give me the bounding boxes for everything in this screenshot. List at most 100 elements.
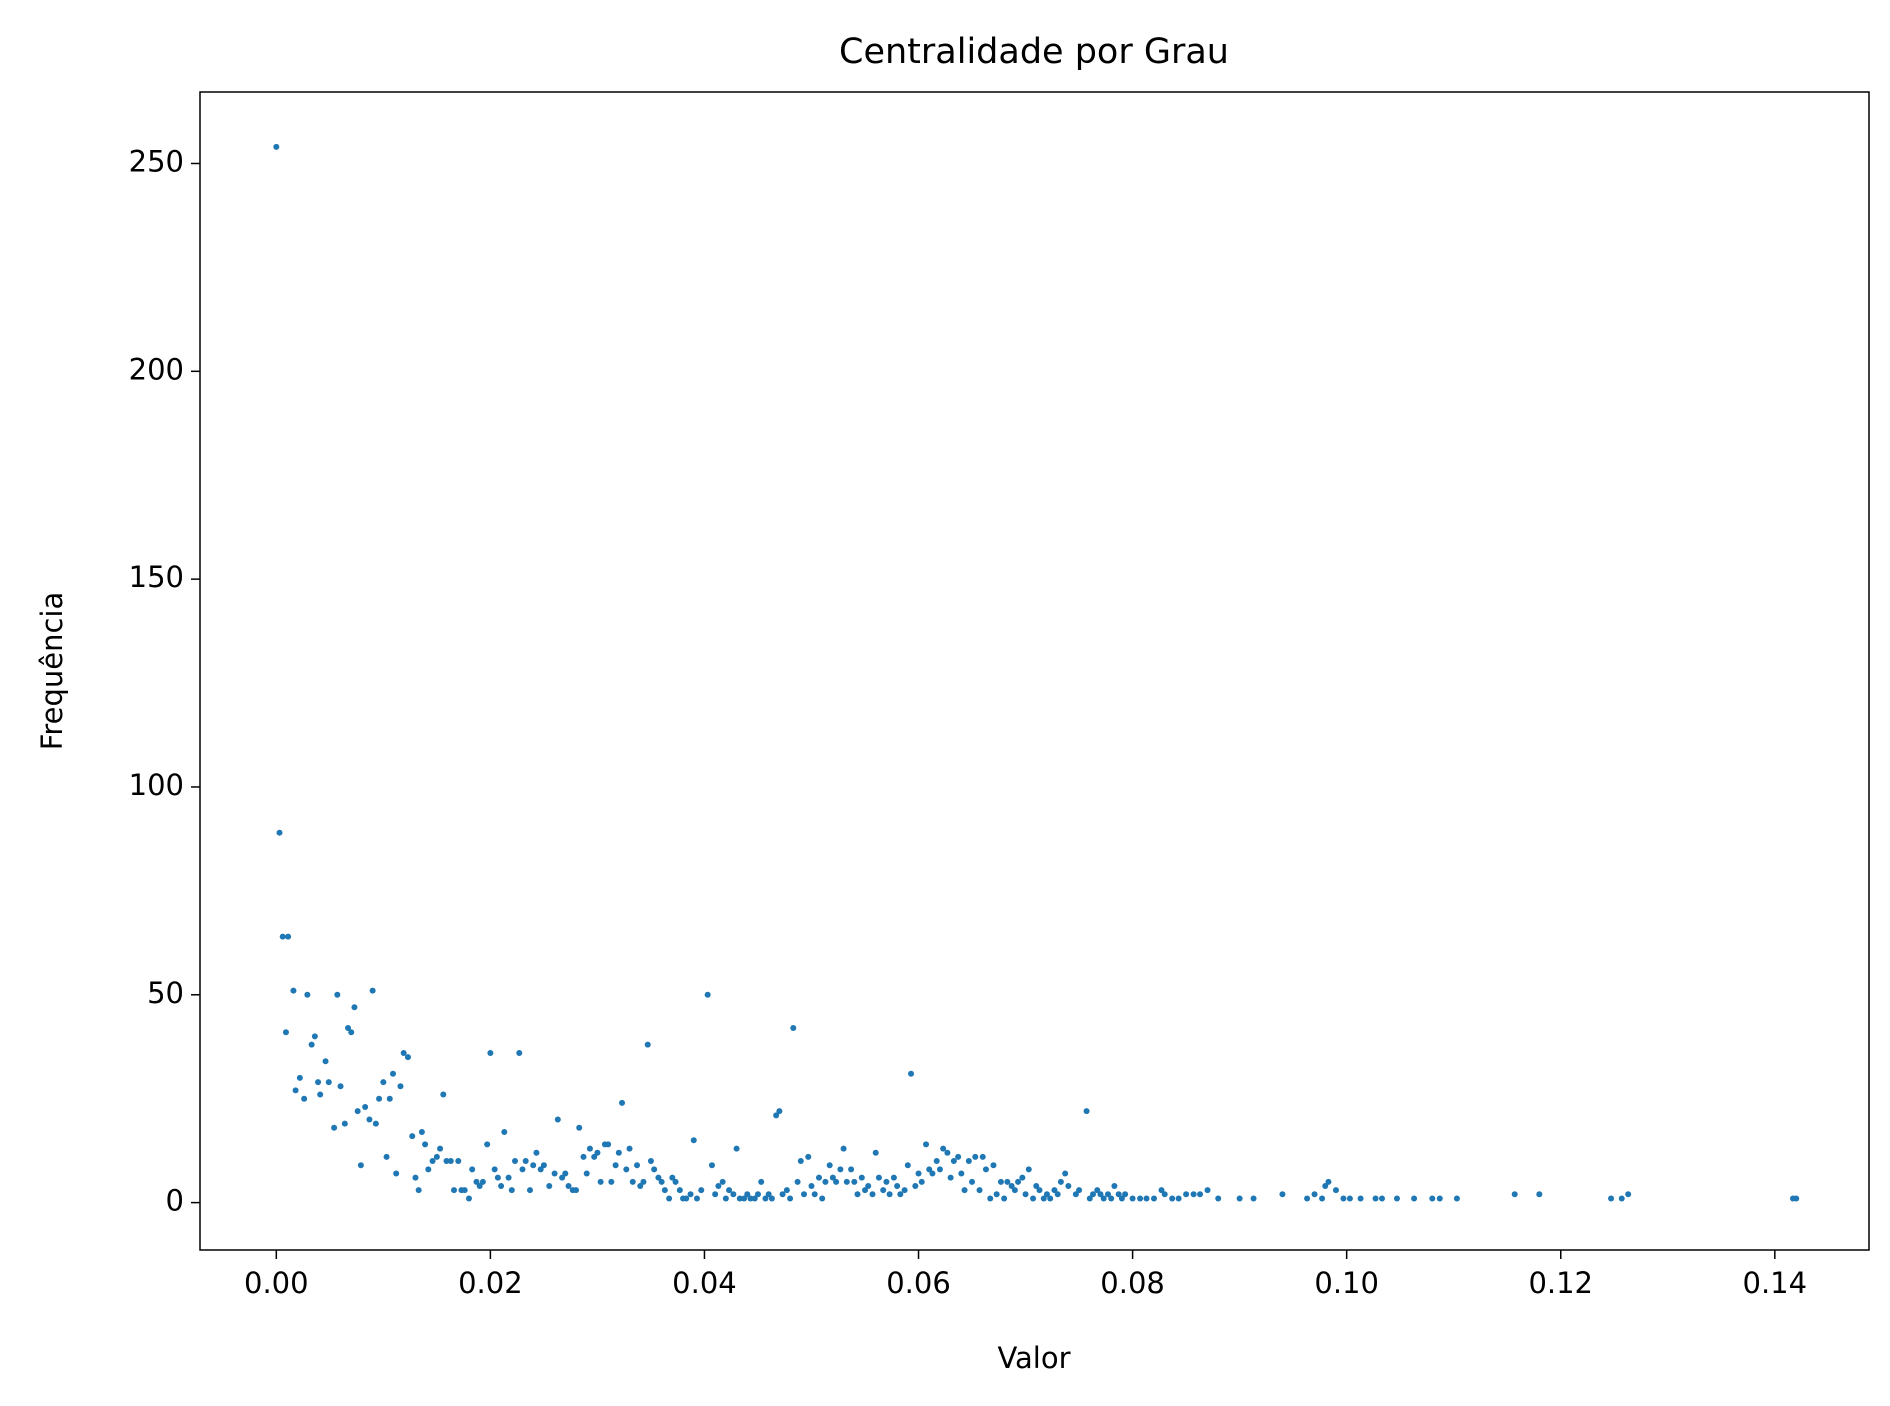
x-tick-label: 0.14 <box>1743 1266 1808 1300</box>
point <box>629 1178 636 1185</box>
point <box>843 1178 850 1185</box>
point <box>808 1182 815 1189</box>
x-tick-label: 0.06 <box>886 1266 951 1300</box>
point <box>372 1120 379 1127</box>
point <box>505 1174 512 1181</box>
point <box>768 1195 775 1202</box>
point <box>1072 1191 1079 1198</box>
point <box>1346 1195 1353 1202</box>
point <box>1086 1195 1093 1202</box>
point <box>890 1174 897 1181</box>
point <box>415 1187 422 1194</box>
point <box>1608 1195 1615 1202</box>
point <box>1062 1170 1069 1177</box>
point <box>608 1178 615 1185</box>
point <box>1319 1195 1326 1202</box>
point <box>369 987 376 994</box>
point <box>1022 1191 1029 1198</box>
point <box>744 1191 751 1198</box>
point <box>687 1191 694 1198</box>
point <box>386 1095 393 1102</box>
point <box>658 1178 665 1185</box>
point <box>1115 1191 1122 1198</box>
point <box>1378 1195 1385 1202</box>
point <box>1030 1195 1037 1202</box>
point <box>722 1195 729 1202</box>
point <box>708 1162 715 1169</box>
point <box>276 829 283 836</box>
point <box>976 1187 983 1194</box>
point <box>912 1182 919 1189</box>
point <box>605 1141 612 1148</box>
point <box>351 1004 358 1011</box>
y-axis-label: Frequência <box>35 592 69 750</box>
point <box>546 1182 553 1189</box>
point <box>292 1087 299 1094</box>
point <box>282 1029 289 1036</box>
point <box>1036 1187 1043 1194</box>
point <box>498 1182 505 1189</box>
y-tick-label: 0 <box>166 1184 184 1218</box>
point <box>290 987 297 994</box>
x-tick-label: 0.08 <box>1100 1266 1165 1300</box>
point <box>508 1187 515 1194</box>
point <box>904 1162 911 1169</box>
point <box>848 1166 855 1173</box>
point <box>1100 1195 1107 1202</box>
point <box>776 1108 783 1115</box>
point <box>1304 1195 1311 1202</box>
point <box>484 1141 491 1148</box>
point <box>940 1145 947 1152</box>
point <box>317 1091 324 1098</box>
point <box>623 1166 630 1173</box>
point <box>647 1158 654 1165</box>
point <box>296 1074 303 1081</box>
point <box>422 1141 429 1148</box>
point <box>1047 1195 1054 1202</box>
point <box>285 933 292 940</box>
point <box>833 1178 840 1185</box>
point <box>433 1153 440 1160</box>
point <box>840 1145 847 1152</box>
point <box>1793 1195 1800 1202</box>
point <box>537 1166 544 1173</box>
point <box>1151 1195 1158 1202</box>
point <box>576 1124 583 1131</box>
point <box>936 1166 943 1173</box>
point <box>1097 1191 1104 1198</box>
point <box>875 1174 882 1181</box>
point <box>826 1162 833 1169</box>
point <box>672 1178 679 1185</box>
point <box>1311 1191 1318 1198</box>
point <box>651 1166 658 1173</box>
point <box>487 1049 494 1056</box>
point <box>815 1174 822 1181</box>
point <box>376 1095 383 1102</box>
point <box>383 1153 390 1160</box>
point <box>1393 1195 1400 1202</box>
point <box>1104 1191 1111 1198</box>
point <box>715 1182 722 1189</box>
point <box>612 1162 619 1169</box>
point <box>923 1141 930 1148</box>
point <box>1137 1195 1144 1202</box>
point <box>982 1166 989 1173</box>
point <box>1001 1195 1008 1202</box>
point <box>693 1195 700 1202</box>
point <box>805 1153 812 1160</box>
point <box>393 1170 400 1177</box>
point <box>726 1187 733 1194</box>
point <box>586 1145 593 1152</box>
point <box>950 1158 957 1165</box>
point <box>886 1191 893 1198</box>
point <box>969 1178 976 1185</box>
point <box>683 1195 690 1202</box>
point <box>1015 1178 1022 1185</box>
point <box>400 1049 407 1056</box>
point <box>526 1187 533 1194</box>
point <box>955 1153 962 1160</box>
point <box>304 991 311 998</box>
point <box>698 1187 705 1194</box>
point <box>1122 1191 1129 1198</box>
